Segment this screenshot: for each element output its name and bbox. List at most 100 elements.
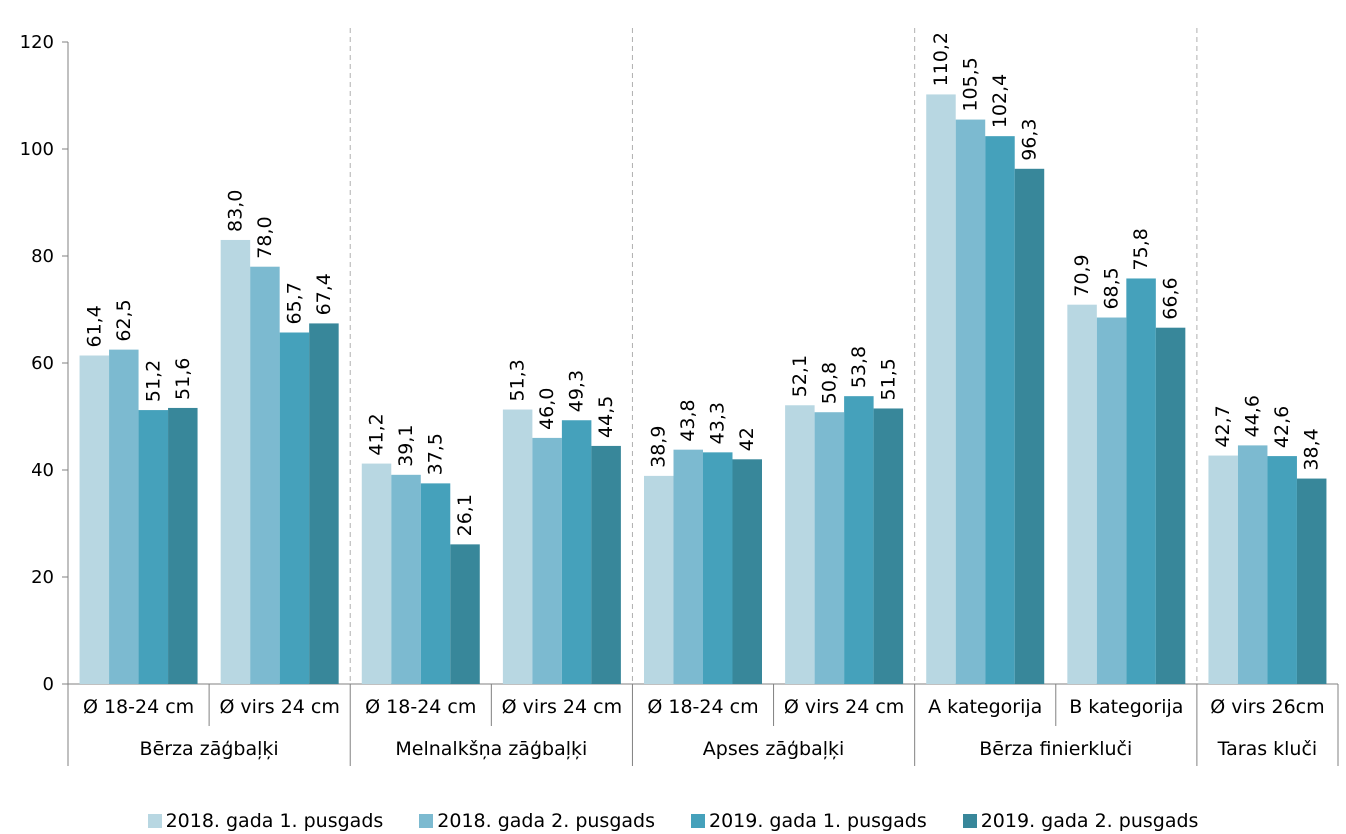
y-tick-label: 20	[31, 567, 54, 588]
legend: 2018. gada 1. pusgads 2018. gada 2. pusga…	[0, 808, 1346, 834]
category-label: Ø virs 24 cm	[502, 696, 622, 718]
y-tick-label: 40	[31, 460, 54, 481]
legend-item: 2018. gada 2. pusgads	[419, 808, 655, 834]
bar	[220, 239, 251, 684]
bar	[1155, 327, 1186, 684]
legend-label: 2018. gada 1. pusgads	[165, 810, 384, 832]
bar	[1208, 455, 1238, 684]
bar	[279, 332, 310, 684]
data-label: 44,5	[595, 396, 617, 438]
data-label: 51,3	[507, 359, 529, 401]
group-label: Apses zāģbaļķi	[703, 738, 845, 760]
bar	[926, 94, 956, 685]
data-label: 51,2	[142, 360, 164, 402]
group-label: Melnalkšņa zāģbaļķi	[395, 738, 587, 760]
x-axis-labels: Ø 18-24 cm Ø virs 24 cm Ø 18-24 cm Ø virs 2…	[83, 696, 1325, 760]
data-label: 52,1	[789, 355, 811, 397]
category-label: A kategorija	[928, 696, 1042, 718]
bar	[703, 452, 733, 684]
group-label: Bērza zāģbaļķi	[140, 738, 279, 760]
category-label: Ø virs 24 cm	[784, 696, 904, 718]
category-label: Ø virs 26cm	[1210, 696, 1324, 718]
data-label: 46,0	[536, 388, 558, 430]
legend-item: 2019. gada 2. pusgads	[962, 808, 1199, 834]
bar	[873, 408, 904, 684]
legend-item: 2019. gada 1. pusgads	[691, 808, 927, 834]
bar	[79, 355, 110, 684]
category-label: Ø 18-24 cm	[83, 696, 194, 718]
bar	[732, 459, 762, 684]
bar	[561, 420, 592, 684]
y-tick-label: 80	[31, 246, 54, 267]
data-label: 50,8	[818, 362, 840, 404]
data-label: 78,0	[254, 216, 276, 258]
bar	[138, 410, 169, 684]
bar	[1067, 304, 1097, 684]
data-label: 38,9	[648, 426, 670, 468]
y-tick-label: 100	[20, 139, 54, 160]
legend-item: 2018. gada 1. pusgads	[147, 808, 384, 834]
legend-swatch	[419, 814, 434, 828]
bar	[309, 323, 339, 684]
bars	[79, 94, 1327, 685]
data-label: 42,6	[1271, 406, 1293, 448]
y-tick-label: 0	[43, 674, 54, 695]
bar	[502, 409, 533, 684]
bar	[1237, 445, 1268, 684]
data-label: 43,3	[707, 402, 729, 444]
bar	[450, 544, 480, 684]
y-tick-label: 120	[20, 32, 54, 53]
bar	[673, 449, 703, 684]
data-label: 61,4	[83, 305, 105, 347]
legend-swatch	[147, 814, 162, 828]
bar	[844, 396, 874, 684]
bar	[1126, 278, 1156, 684]
category-label: Ø virs 24 cm	[219, 696, 339, 718]
data-label: 68,5	[1101, 267, 1123, 309]
data-label: 53,8	[848, 346, 870, 388]
data-label: 37,5	[425, 433, 447, 475]
bar	[420, 483, 451, 684]
data-label: 51,5	[877, 358, 899, 400]
bar	[785, 405, 815, 684]
data-label: 83,0	[224, 190, 246, 232]
group-label: Taras kluči	[1217, 738, 1318, 760]
group-separators	[349, 28, 1198, 684]
bar	[1296, 478, 1327, 684]
y-tick-label: 60	[31, 353, 54, 374]
data-label: 38,4	[1301, 428, 1323, 470]
legend-swatch	[691, 814, 705, 828]
data-label: 51,6	[172, 358, 194, 400]
data-label: 43,8	[677, 399, 699, 441]
group-label: Bērza finierkluči	[979, 738, 1132, 760]
data-label: 39,1	[395, 425, 417, 467]
bar	[168, 407, 198, 684]
legend-label: 2019. gada 2. pusgads	[980, 810, 1199, 832]
legend-label: 2019. gada 1. pusgads	[709, 810, 927, 832]
legend-swatch	[962, 814, 977, 828]
bar	[109, 349, 139, 684]
bar	[1096, 317, 1127, 684]
data-label: 49,3	[566, 370, 588, 412]
bar	[1014, 168, 1045, 685]
data-label: 96,3	[1018, 118, 1040, 160]
data-label: 62,5	[113, 299, 135, 341]
bar	[361, 463, 392, 684]
data-label: 44,6	[1242, 395, 1264, 437]
category-label: Ø 18-24 cm	[365, 696, 476, 718]
data-label: 42	[736, 427, 758, 451]
category-label: Ø 18-24 cm	[647, 696, 758, 718]
data-label: 42,7	[1212, 405, 1234, 447]
data-label: 105,5	[959, 57, 981, 111]
bar	[955, 119, 986, 684]
data-label: 41,2	[366, 413, 388, 455]
bar	[644, 475, 674, 684]
data-label: 70,9	[1071, 254, 1093, 296]
data-label: 66,6	[1160, 277, 1182, 319]
data-labels: 61,4 62,5 51,2 51,6 83,0 78,0 65,7 67,4 41,2 39,1…	[83, 32, 1322, 536]
bar	[1267, 456, 1297, 684]
data-label: 75,8	[1130, 228, 1152, 270]
bar	[250, 266, 280, 684]
bar	[814, 412, 845, 684]
